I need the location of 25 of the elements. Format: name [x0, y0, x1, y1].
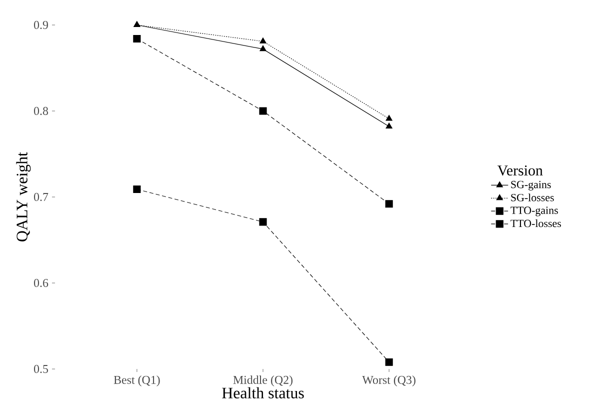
x-tick-label: Best (Q1)	[114, 376, 160, 386]
x-axis-title: Health status	[222, 387, 304, 398]
legend-label: TTO-gains	[510, 206, 558, 216]
point	[133, 34, 141, 43]
point	[260, 45, 266, 52]
y-tick-label: 0.7	[34, 192, 48, 202]
y-tick-label: 0.6	[34, 278, 48, 288]
x-tick-label: Middle (Q2)	[233, 376, 293, 386]
point	[259, 107, 267, 115]
point	[259, 218, 267, 226]
y-tick-label: 0.9	[34, 20, 48, 30]
legend-title: Version	[497, 165, 543, 176]
point	[386, 114, 392, 121]
point	[386, 122, 392, 129]
point	[385, 358, 393, 366]
y-axis-title: QALY weight	[16, 152, 31, 242]
point	[260, 38, 266, 44]
legend-label: TTO-losses	[510, 219, 561, 228]
x-tick-label: Worst (Q3)	[362, 376, 416, 386]
point	[133, 185, 141, 194]
y-tick-label: 0.8	[34, 106, 48, 116]
point	[385, 200, 393, 208]
legend-label: SG-gains	[511, 180, 551, 190]
legend-label: SG-losses	[511, 194, 554, 202]
y-tick-label: 0.5	[34, 364, 48, 374]
